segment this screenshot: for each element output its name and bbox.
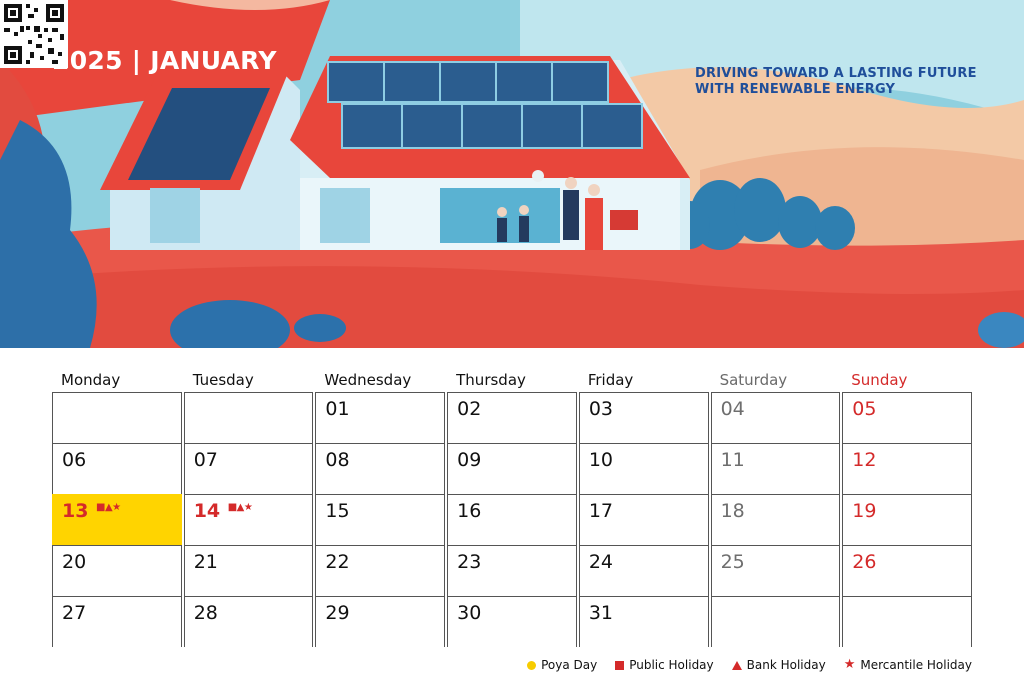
day-cell[interactable]: 28 [183, 596, 314, 647]
tagline-line-2: WITH RENEWABLE ENERGY [695, 82, 896, 97]
day-number: 04 [720, 398, 745, 420]
month-title: 2025 | JANUARY [52, 46, 277, 75]
day-cell[interactable]: 11 [710, 443, 841, 494]
day-cell[interactable]: 20 [52, 545, 182, 596]
public-holiday-square-icon [615, 660, 625, 670]
tagline-line-1: DRIVING TOWARD A LASTING FUTURE [695, 66, 977, 81]
holiday-markers: ■▲★ [96, 502, 121, 513]
day-cell[interactable]: 15 [315, 494, 446, 545]
day-cell[interactable]: 09 [447, 443, 577, 494]
day-number: 02 [457, 398, 482, 420]
day-cell[interactable]: 08 [315, 443, 446, 494]
day-number: 03 [588, 398, 614, 420]
day-number: 30 [457, 602, 482, 624]
legend-bank-label: Bank Holiday [746, 658, 826, 672]
day-number: 20 [62, 551, 87, 573]
legend-public-holiday: Public Holiday [615, 658, 714, 672]
day-cell[interactable]: 03 [578, 392, 709, 443]
mercantile-holiday-star-icon: ★ [843, 657, 856, 672]
day-number: 17 [588, 500, 614, 522]
day-number: 22 [325, 551, 350, 573]
weekday-thursday: Thursday [456, 371, 526, 389]
day-cell[interactable]: 23 [447, 545, 577, 596]
day-cell[interactable]: 31 [578, 596, 709, 647]
day-number: 23 [457, 551, 482, 573]
day-number: 12 [852, 449, 877, 471]
day-number: 25 [720, 551, 745, 573]
empty-day-cell [183, 392, 314, 443]
legend-poya-label: Poya Day [541, 658, 598, 672]
weekday-sunday: Sunday [851, 371, 908, 389]
day-cell[interactable]: 14 ■▲★ [183, 494, 314, 545]
legend-mercantile-holiday: ★ Mercantile Holiday [844, 658, 972, 672]
day-number: 07 [193, 449, 218, 471]
day-number: 26 [852, 551, 877, 573]
day-cell[interactable]: 22 [315, 545, 446, 596]
day-number: 13 [62, 500, 89, 522]
empty-day-cell [842, 596, 972, 647]
day-cell[interactable]: 05 [842, 392, 972, 443]
calendar-grid: 01 02 03 04 05 06 07 08 09 10 11 12 13 ■▲★ 14 ■▲★ 15 16 17… [52, 392, 972, 647]
weekday-friday: Friday [587, 371, 634, 389]
day-number: 09 [457, 449, 482, 471]
day-number: 06 [62, 449, 87, 471]
day-cell[interactable]: 27 [52, 596, 182, 647]
day-number: 27 [62, 602, 87, 624]
day-cell[interactable]: 17 [578, 494, 709, 545]
day-number: 19 [852, 500, 877, 522]
day-number: 11 [720, 449, 745, 471]
legend-bank-holiday: Bank Holiday [731, 658, 826, 672]
day-cell[interactable]: 26 [842, 545, 972, 596]
day-cell[interactable]: 29 [315, 596, 446, 647]
day-cell[interactable]: 06 [52, 443, 182, 494]
legend-public-label: Public Holiday [629, 658, 714, 672]
hero-illustration: 2025 | JANUARY DRIVING TOWARD A LASTING … [0, 0, 1024, 348]
weekday-wednesday: Wednesday [324, 371, 412, 389]
day-cell[interactable]: 24 [578, 545, 709, 596]
day-number: 31 [588, 602, 614, 624]
weekday-saturday: Saturday [719, 371, 788, 389]
day-cell[interactable]: 04 [710, 392, 841, 443]
day-cell[interactable]: 07 [183, 443, 314, 494]
day-number: 16 [457, 500, 482, 522]
tagline: DRIVING TOWARD A LASTING FUTURE WITH REN… [695, 66, 977, 98]
day-cell[interactable]: 30 [447, 596, 577, 647]
empty-day-cell [710, 596, 841, 647]
weekday-tuesday: Tuesday [192, 371, 254, 389]
legend-mercantile-label: Mercantile Holiday [860, 658, 972, 672]
day-number: 24 [588, 551, 614, 573]
day-cell[interactable]: 02 [447, 392, 577, 443]
empty-day-cell [52, 392, 182, 443]
day-cell[interactable]: 25 [710, 545, 841, 596]
month-calendar: Monday Tuesday Wednesday Thursday Friday… [52, 368, 972, 647]
weekday-header-row: Monday Tuesday Wednesday Thursday Friday… [52, 368, 972, 392]
day-cell[interactable]: 13 ■▲★ [52, 494, 182, 545]
solar-house-illustration [0, 0, 1024, 348]
day-cell[interactable]: 16 [447, 494, 577, 545]
bank-holiday-triangle-icon [731, 660, 742, 670]
day-cell[interactable]: 12 [842, 443, 972, 494]
day-number: 01 [325, 398, 350, 420]
holiday-legend: Poya Day Public Holiday Bank Holiday ★ M… [527, 658, 972, 672]
day-number: 14 [193, 500, 221, 522]
day-number: 18 [720, 500, 745, 522]
day-cell[interactable]: 01 [315, 392, 446, 443]
holiday-markers: ■▲★ [227, 502, 253, 513]
legend-poya-day: Poya Day [527, 658, 597, 672]
day-number: 21 [193, 551, 218, 573]
day-number: 29 [325, 602, 350, 624]
weekday-monday: Monday [61, 371, 121, 389]
day-cell[interactable]: 10 [578, 443, 709, 494]
day-cell[interactable]: 21 [183, 545, 314, 596]
day-cell[interactable]: 19 [842, 494, 972, 545]
day-cell[interactable]: 18 [710, 494, 841, 545]
day-number: 10 [588, 449, 614, 471]
poya-day-circle-icon [527, 660, 537, 670]
day-number: 08 [325, 449, 350, 471]
day-number: 28 [193, 602, 218, 624]
qr-code-icon[interactable] [0, 0, 68, 68]
day-number: 05 [852, 398, 877, 420]
day-number: 15 [325, 500, 350, 522]
